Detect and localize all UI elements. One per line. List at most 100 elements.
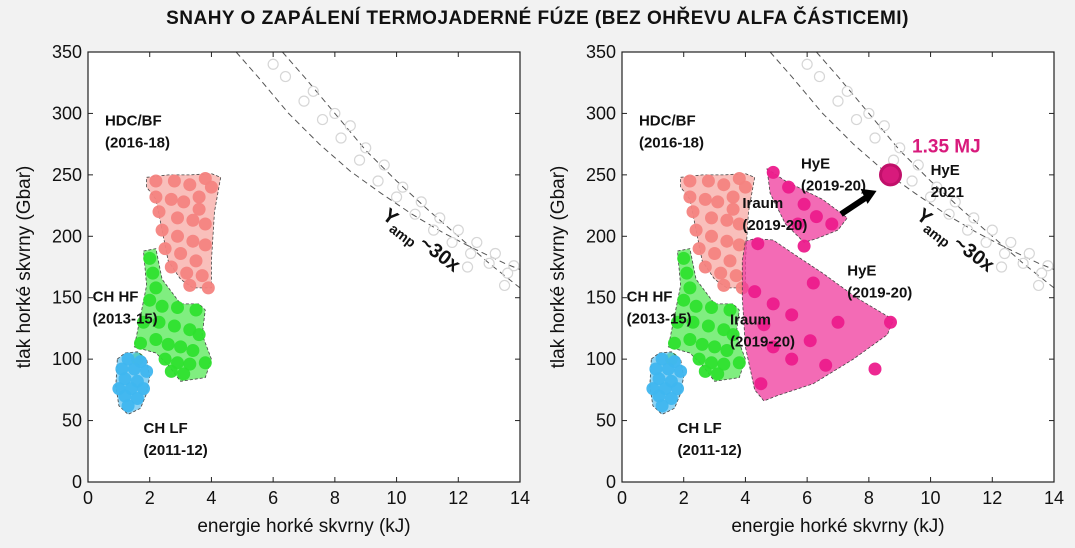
background-point (483, 257, 495, 269)
data-point (717, 357, 731, 371)
data-point (155, 299, 169, 313)
label-iraum-bottom: Iraum (2019-20) (730, 312, 795, 351)
background-point (832, 95, 844, 107)
boundary-curve (282, 51, 521, 289)
data-point (732, 238, 746, 252)
data-point (766, 297, 780, 311)
background-point (986, 224, 998, 236)
label-hdc: HDC/BF (2016-18) (105, 113, 170, 152)
label-hye-top: HyE (2019-20) (801, 156, 866, 195)
data-point (683, 190, 697, 204)
data-point (689, 223, 703, 237)
background-point (316, 113, 329, 126)
y-tick-label: 150 (586, 288, 616, 308)
boundary-curve (769, 51, 1055, 270)
background-point (298, 95, 310, 107)
data-point (189, 254, 203, 268)
background-point (378, 159, 390, 171)
background-point (968, 212, 980, 224)
data-point (134, 336, 147, 350)
data-point (155, 223, 169, 237)
x-tick-label: 2 (679, 488, 689, 508)
x-tick-label: 4 (206, 488, 216, 508)
background-point (471, 236, 483, 249)
data-point (171, 211, 184, 225)
background-point (1042, 260, 1054, 272)
label-hdc-line: HDC/BF (105, 113, 162, 130)
label-iraum-top: Iraum (2019-20) (742, 195, 807, 234)
label-chlf-line: (2011-12) (678, 442, 742, 459)
background-point (372, 175, 384, 187)
x-tick-label: 10 (387, 488, 407, 508)
data-point (825, 217, 839, 231)
data-point (140, 364, 154, 378)
data-point (668, 336, 681, 350)
y-tick-label: 100 (586, 349, 616, 369)
data-point (183, 278, 197, 292)
background-point (894, 142, 906, 154)
label-hye-2021: HyE 2021 (931, 162, 964, 201)
data-point (201, 281, 215, 295)
data-point (751, 237, 765, 251)
label-chlf-line: CH LF (144, 420, 188, 437)
data-point (186, 213, 200, 227)
data-point (192, 202, 206, 216)
label-iraum-bottom-line: Iraum (730, 312, 771, 329)
data-point (683, 333, 697, 346)
data-point (174, 340, 188, 354)
label-iraum-top-line: (2019-20) (742, 217, 807, 234)
data-point (152, 315, 166, 329)
axes-frame (621, 51, 1055, 483)
label-hye-2021-line: 2021 (931, 184, 964, 201)
data-point (717, 178, 731, 192)
arrow-shaft (839, 193, 871, 217)
y-axis-label: tlak horké skvrny (Gbar) (548, 166, 569, 369)
y-tick-label: 0 (606, 472, 616, 492)
x-tick-label: 4 (740, 488, 750, 508)
data-point (701, 174, 715, 188)
boundary-curve (235, 51, 521, 270)
x-tick-label: 14 (1044, 488, 1064, 508)
background-point (446, 236, 458, 249)
data-point (806, 276, 820, 290)
y-tick-label: 350 (586, 42, 616, 62)
background-point (279, 70, 292, 83)
label-hdc: HDC/BF (2016-18) (639, 113, 704, 152)
background-point (409, 208, 421, 220)
background-point (335, 132, 347, 144)
background-point (390, 191, 403, 203)
data-point (711, 367, 725, 381)
data-point (732, 217, 746, 231)
data-point (695, 337, 709, 351)
data-point (698, 364, 712, 378)
data-point (754, 377, 768, 391)
data-point (708, 340, 722, 354)
label-iraum-top-line: Iraum (742, 195, 783, 212)
data-point (674, 364, 688, 378)
data-point (118, 389, 132, 403)
data-point (705, 211, 718, 225)
data-point (130, 392, 144, 405)
data-point (186, 344, 200, 357)
background-point (353, 154, 366, 166)
background-point (307, 85, 319, 97)
x-tick-label: 6 (268, 488, 278, 508)
data-point (720, 344, 734, 357)
data-point (192, 190, 206, 204)
background-point (878, 120, 890, 132)
label-chhf: CH HF (2013-15) (627, 288, 692, 327)
data-point (671, 315, 684, 329)
background-point (841, 85, 853, 97)
boundary-curve (816, 51, 1055, 289)
background-point (1023, 247, 1035, 260)
data-point (161, 337, 175, 351)
data-point (819, 358, 833, 372)
label-chlf: CH LF (2011-12) (144, 420, 208, 459)
y-tick-label: 300 (52, 103, 82, 123)
data-point (720, 213, 734, 227)
x-tick-label: 12 (448, 488, 468, 508)
data-point (174, 247, 188, 260)
data-point (186, 234, 200, 248)
data-point (692, 242, 706, 256)
series-region-4 (741, 238, 894, 402)
